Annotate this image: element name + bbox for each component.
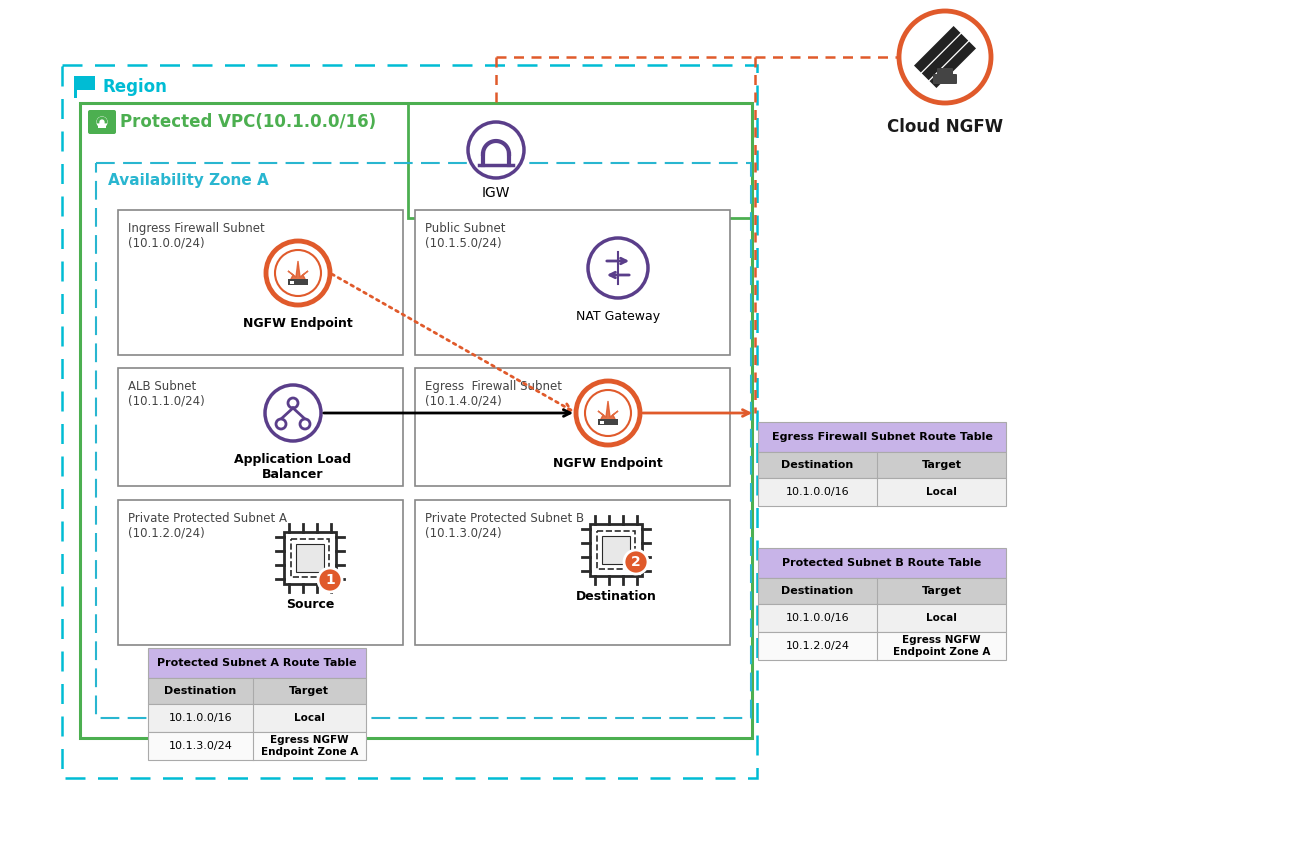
Bar (284, 532, 336, 584)
Circle shape (589, 238, 648, 298)
Text: 10.1.3.0/24: 10.1.3.0/24 (168, 741, 232, 751)
Bar (118, 210, 404, 355)
Circle shape (276, 419, 286, 429)
Text: 10.1.2.0/24: 10.1.2.0/24 (785, 641, 849, 651)
Text: Egress NGFW
Endpoint Zone A: Egress NGFW Endpoint Zone A (260, 735, 358, 756)
Text: IGW: IGW (482, 186, 510, 200)
Text: Target: Target (922, 586, 961, 596)
FancyBboxPatch shape (934, 74, 957, 84)
Circle shape (299, 419, 310, 429)
Text: Availability Zone A: Availability Zone A (108, 174, 268, 188)
Text: 10.1.0.0/16: 10.1.0.0/16 (785, 487, 849, 497)
Circle shape (318, 568, 342, 592)
Bar (77, 76, 95, 90)
Bar (590, 524, 642, 576)
Bar (758, 604, 1006, 632)
Text: Destination: Destination (575, 590, 656, 603)
Circle shape (275, 250, 322, 296)
Circle shape (898, 11, 991, 103)
Text: Region: Region (102, 78, 167, 96)
Text: Local: Local (926, 487, 957, 497)
Text: 10.1.0.0/16: 10.1.0.0/16 (785, 613, 849, 623)
Text: 2: 2 (631, 555, 641, 569)
Bar (598, 531, 635, 569)
Bar (758, 422, 1006, 452)
Bar (96, 163, 751, 718)
Text: Local: Local (294, 713, 324, 723)
Polygon shape (288, 261, 309, 281)
Text: Application Load
Balancer: Application Load Balancer (234, 453, 352, 481)
Text: ALB Subnet
(10.1.1.0/24): ALB Subnet (10.1.1.0/24) (128, 380, 204, 408)
Bar (415, 500, 730, 645)
Text: Destination: Destination (781, 460, 854, 470)
Bar (148, 732, 366, 760)
Bar (74, 76, 77, 98)
Text: Cloud NGFW: Cloud NGFW (887, 118, 1003, 136)
Text: Egress  Firewall Subnet
(10.1.4.0/24): Egress Firewall Subnet (10.1.4.0/24) (424, 380, 562, 408)
Bar (79, 103, 753, 738)
Text: Destination: Destination (781, 586, 854, 596)
FancyBboxPatch shape (89, 110, 116, 134)
Bar (600, 421, 604, 424)
Text: NGFW Endpoint: NGFW Endpoint (243, 317, 353, 330)
Circle shape (467, 122, 523, 178)
Text: Private Protected Subnet A
(10.1.2.0/24): Private Protected Subnet A (10.1.2.0/24) (128, 512, 286, 540)
Bar (296, 544, 324, 572)
Bar (408, 103, 753, 218)
Circle shape (575, 381, 641, 445)
Text: Ingress Firewall Subnet
(10.1.0.0/24): Ingress Firewall Subnet (10.1.0.0/24) (128, 222, 264, 250)
Text: Egress NGFW
Endpoint Zone A: Egress NGFW Endpoint Zone A (893, 635, 991, 657)
Bar (598, 419, 618, 425)
Text: Protected Subnet B Route Table: Protected Subnet B Route Table (783, 558, 982, 568)
Text: Public Subnet
(10.1.5.0/24): Public Subnet (10.1.5.0/24) (424, 222, 505, 250)
Text: Source: Source (286, 598, 335, 611)
Bar (288, 279, 309, 285)
Text: NAT Gateway: NAT Gateway (575, 310, 660, 323)
FancyBboxPatch shape (937, 68, 953, 78)
Text: 10.1.0.0/16: 10.1.0.0/16 (168, 713, 232, 723)
Circle shape (266, 385, 322, 441)
Text: Protected VPC(10.1.0.0/16): Protected VPC(10.1.0.0/16) (120, 113, 376, 131)
Bar (118, 368, 404, 486)
Circle shape (288, 398, 298, 408)
Bar (98, 122, 105, 128)
Bar (758, 452, 1006, 478)
Bar (415, 368, 730, 486)
Bar (148, 704, 366, 732)
Text: Protected Subnet A Route Table: Protected Subnet A Route Table (158, 658, 357, 668)
Polygon shape (598, 401, 618, 421)
Text: Private Protected Subnet B
(10.1.3.0/24): Private Protected Subnet B (10.1.3.0/24) (424, 512, 585, 540)
Bar (292, 539, 329, 577)
Bar (415, 210, 730, 355)
Text: Local: Local (926, 613, 957, 623)
Bar (148, 678, 366, 704)
Bar (758, 578, 1006, 604)
Bar (758, 548, 1006, 578)
Text: Destination: Destination (164, 686, 237, 696)
Text: Target: Target (922, 460, 961, 470)
Text: NGFW Endpoint: NGFW Endpoint (553, 457, 663, 470)
Bar (148, 648, 366, 678)
Circle shape (266, 241, 329, 305)
Bar (758, 632, 1006, 660)
Bar (118, 500, 404, 645)
Bar (602, 536, 630, 564)
Text: 1: 1 (326, 573, 335, 587)
Bar (62, 65, 756, 778)
Text: Egress Firewall Subnet Route Table: Egress Firewall Subnet Route Table (772, 432, 992, 442)
Circle shape (624, 550, 648, 574)
Circle shape (585, 390, 631, 436)
Bar (290, 281, 294, 284)
Bar (758, 478, 1006, 506)
Circle shape (98, 117, 107, 127)
Text: Target: Target (289, 686, 329, 696)
